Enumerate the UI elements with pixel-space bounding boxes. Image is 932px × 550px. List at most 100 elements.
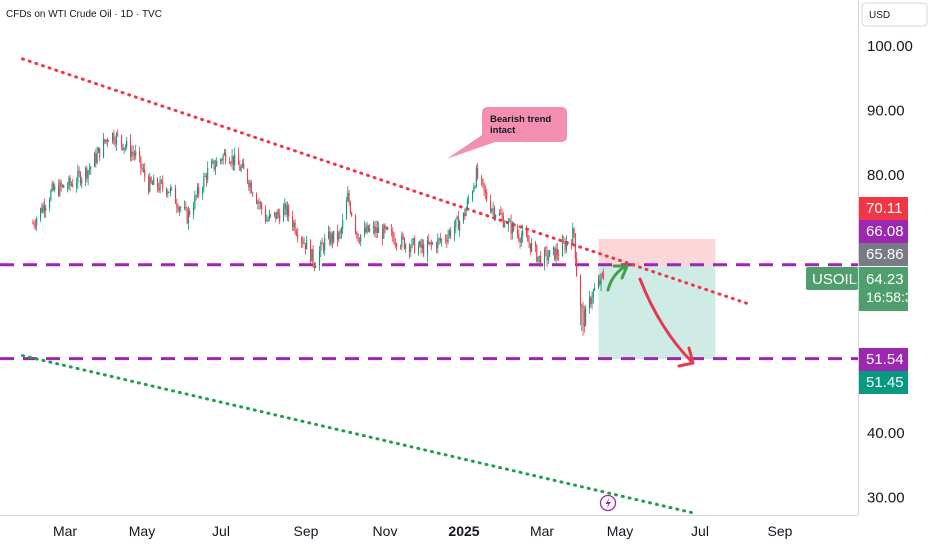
- currency-button[interactable]: USD: [861, 2, 928, 27]
- candle: [113, 129, 115, 145]
- candle: [349, 200, 351, 215]
- candle: [520, 230, 522, 247]
- candle: [491, 207, 493, 214]
- candle: [457, 211, 459, 231]
- candle: [511, 221, 513, 240]
- candle: [239, 160, 241, 171]
- candle: [250, 180, 252, 194]
- candle: [474, 185, 476, 190]
- candle: [552, 245, 555, 256]
- candle: [360, 234, 362, 247]
- candle: [429, 241, 431, 247]
- candle: [594, 282, 596, 292]
- candle: [456, 215, 458, 220]
- plot-area[interactable]: [0, 0, 858, 515]
- y-tick-label: 90.00: [867, 103, 905, 120]
- candle: [303, 237, 305, 244]
- price-tag-value: 64.23: [866, 271, 904, 288]
- candle: [204, 172, 206, 178]
- candle: [473, 182, 475, 193]
- candle: [42, 201, 44, 214]
- candle: [504, 219, 506, 228]
- candle: [369, 223, 371, 233]
- candle: [465, 206, 467, 217]
- time-axis[interactable]: Mar May Jul Sep Nov 2025 Mar May Jul Sep: [53, 523, 793, 539]
- candle: [149, 172, 151, 193]
- candle: [171, 186, 173, 191]
- candle: [468, 194, 470, 205]
- candle: [34, 218, 36, 230]
- candle: [270, 213, 272, 218]
- candle: [288, 203, 290, 222]
- candle: [561, 234, 564, 257]
- candle: [597, 274, 600, 289]
- candle: [393, 232, 395, 245]
- y-tick-label: 30.00: [867, 490, 905, 507]
- event-marker-icon[interactable]: [599, 494, 617, 512]
- candle: [240, 164, 242, 173]
- y-tick-label: 80.00: [867, 167, 905, 184]
- candle: [148, 174, 150, 195]
- candle: [216, 157, 218, 167]
- candle: [492, 201, 494, 217]
- candle: [501, 208, 503, 221]
- candle: [329, 226, 331, 246]
- candle: [231, 148, 233, 170]
- candle: [333, 230, 335, 245]
- candle: [203, 172, 205, 193]
- candle: [363, 221, 366, 238]
- candle: [123, 147, 125, 154]
- candle: [167, 188, 169, 198]
- candle: [417, 241, 420, 256]
- candle: [178, 206, 180, 216]
- candle: [529, 243, 531, 256]
- candle: [144, 162, 146, 182]
- candle: [603, 268, 605, 281]
- candle: [186, 206, 188, 225]
- candle: [495, 213, 497, 221]
- candle: [480, 174, 483, 186]
- red-dotted-trendline[interactable]: [21, 57, 751, 306]
- candle: [518, 228, 520, 243]
- candle: [600, 272, 602, 292]
- candle: [201, 186, 204, 200]
- candle: [131, 145, 133, 162]
- candle: [176, 198, 178, 214]
- candle: [88, 163, 90, 175]
- candle: [572, 222, 574, 245]
- candle: [435, 241, 438, 253]
- candle: [86, 165, 88, 183]
- candle: [105, 139, 107, 145]
- candle: [441, 237, 443, 247]
- candle: [531, 238, 533, 253]
- x-tick-label: Sep: [768, 523, 793, 539]
- green-up-arrow[interactable]: [606, 264, 629, 292]
- candle: [103, 133, 105, 159]
- candle: [547, 250, 549, 265]
- candle: [124, 143, 126, 152]
- candle: [372, 220, 375, 235]
- candle: [347, 186, 349, 202]
- price-tag: 65.86: [859, 243, 908, 266]
- candle: [378, 221, 380, 233]
- candle: [534, 240, 537, 253]
- candle: [52, 181, 54, 192]
- red-down-arrow[interactable]: [638, 277, 695, 368]
- candle: [426, 236, 429, 263]
- candle: [383, 223, 385, 240]
- price-tag: 51.45: [859, 371, 908, 394]
- price-tag-value: 66.08: [866, 223, 904, 240]
- candle: [411, 237, 413, 249]
- candle: [291, 210, 294, 231]
- candle: [394, 238, 396, 249]
- candle: [257, 199, 259, 210]
- candle: [570, 239, 573, 250]
- callout-text-line1: Bearish trend: [490, 114, 551, 125]
- stop-loss-zone[interactable]: [598, 238, 716, 267]
- candle: [49, 197, 51, 212]
- candle: [592, 288, 594, 304]
- candle: [294, 219, 296, 236]
- candle: [585, 305, 587, 327]
